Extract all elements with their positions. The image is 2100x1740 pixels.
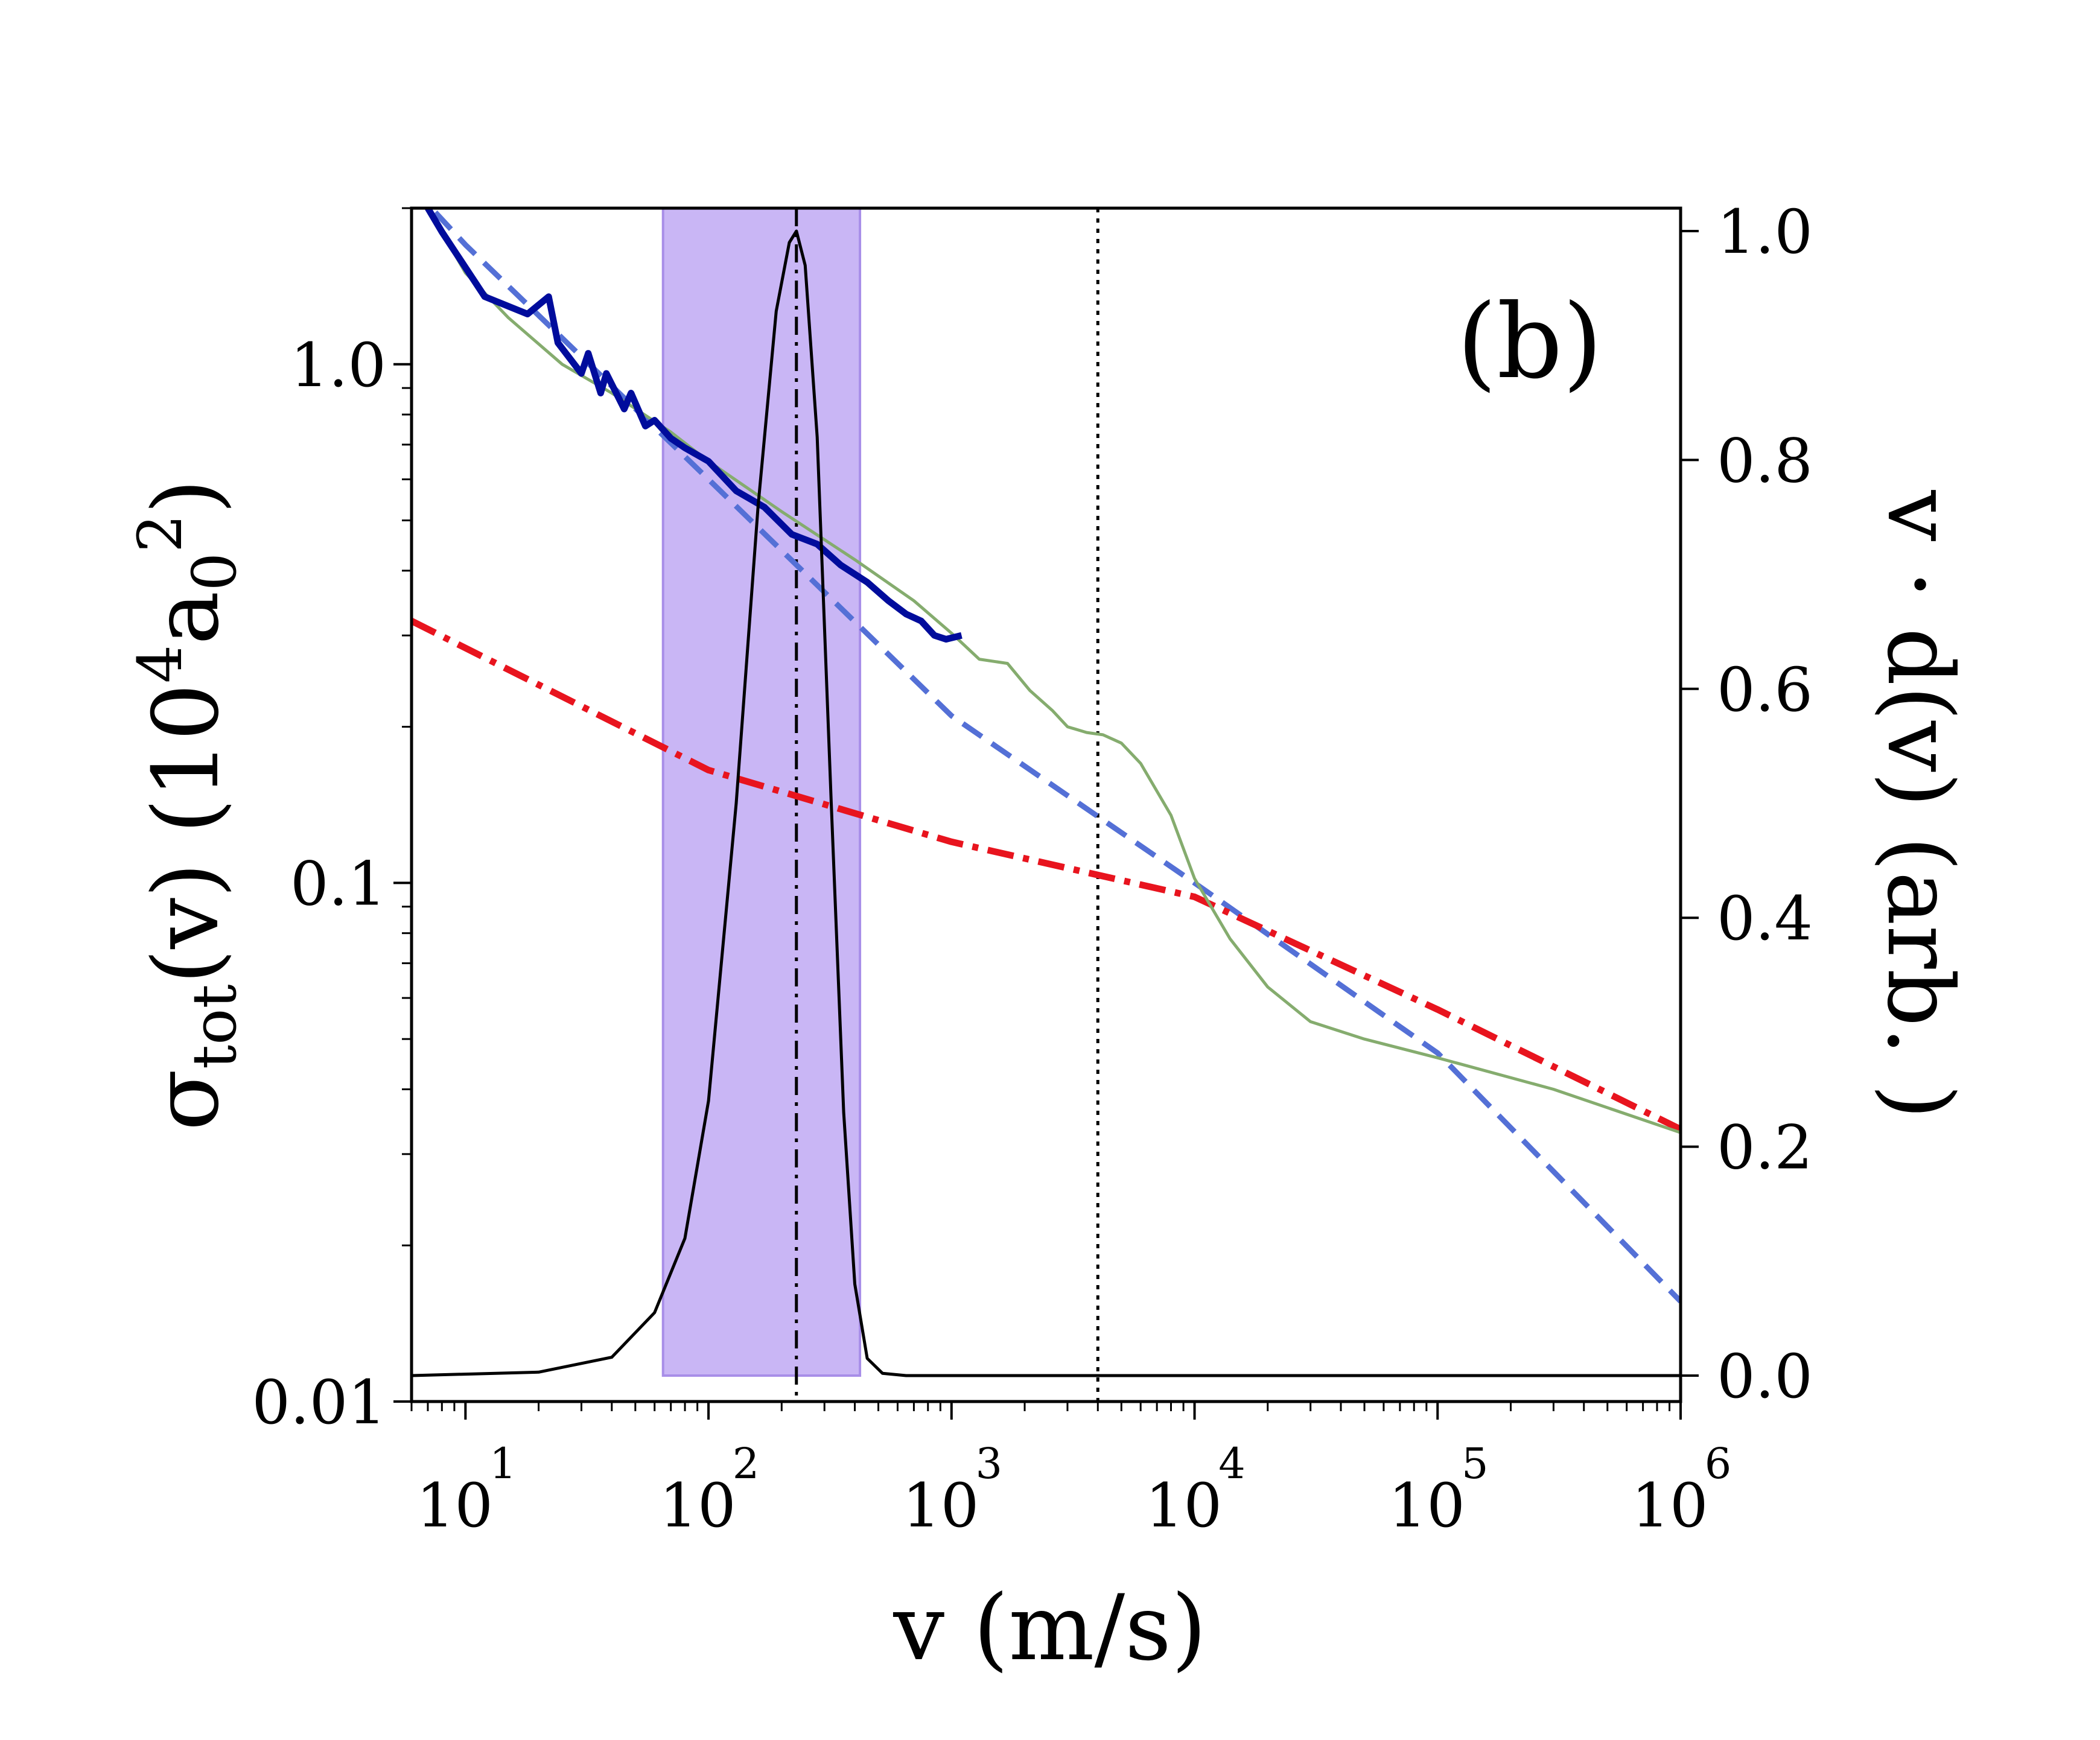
alt-power-law-series: [412, 618, 1681, 1132]
y-left-tick-label: 0.01: [252, 1367, 386, 1438]
x-axis-title: v (m/s): [892, 1576, 1206, 1681]
x-tick-label: 10: [659, 1470, 736, 1541]
labels-layer: 1011021031041051060.010.11.00.00.20.40.6…: [125, 197, 1972, 1681]
reference-lines-layer: [795, 208, 1099, 1402]
panel-label: (b): [1457, 282, 1602, 402]
y-right-tick-label: 0.8: [1717, 425, 1813, 496]
quantum-cross-section-series: [425, 208, 962, 643]
x-tick-label: 10: [416, 1470, 493, 1541]
velocity-distribution-series: [412, 229, 1681, 1377]
x-tick-exponent: 4: [1218, 1439, 1246, 1488]
y-left-tick-label: 1.0: [290, 330, 386, 401]
x-tick-label: 10: [1145, 1470, 1222, 1541]
y-right-tick-label: 0.2: [1717, 1113, 1813, 1183]
y-left-axis-title: σtot(v) (104a02): [125, 479, 250, 1131]
x-tick-exponent: 2: [733, 1439, 760, 1488]
y-right-tick-label: 1.0: [1717, 197, 1813, 267]
x-tick-exponent: 6: [1705, 1439, 1732, 1488]
x-tick-label: 10: [902, 1470, 979, 1541]
x-tick-label: 10: [1631, 1470, 1708, 1541]
y-right-tick-label: 0.0: [1717, 1341, 1813, 1412]
x-tick-label: 10: [1389, 1470, 1465, 1541]
y-right-tick-label: 0.6: [1717, 655, 1813, 725]
y-left-tick-label: 0.1: [290, 848, 386, 919]
x-tick-exponent: 5: [1462, 1439, 1489, 1488]
y-right-tick-label: 0.4: [1717, 883, 1813, 954]
plot-frame: [410, 206, 1682, 1403]
power-law-fit-series: [427, 208, 1681, 1304]
x-tick-exponent: 3: [976, 1439, 1003, 1488]
series-layer: [412, 208, 1681, 1377]
y-right-axis-title: v · d(v) (arb. ): [1867, 490, 1972, 1120]
x-tick-exponent: 1: [489, 1439, 517, 1488]
ticks-layer: [393, 207, 1699, 1420]
